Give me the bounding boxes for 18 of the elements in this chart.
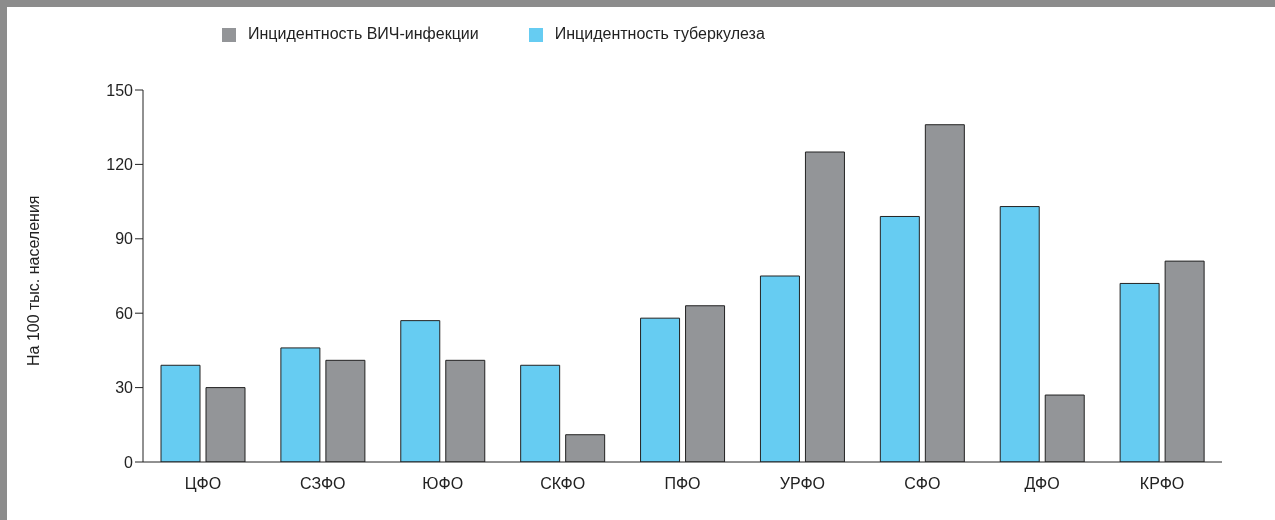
y-tick-label: 0 bbox=[124, 453, 134, 471]
y-axis-title: На 100 тыс. населения bbox=[24, 195, 42, 366]
x-tick-label: ЮФО bbox=[422, 475, 464, 493]
x-tick-label: ДФО bbox=[1024, 475, 1060, 493]
x-tick-label: СФО bbox=[904, 475, 941, 493]
legend-label: Инцидентность туберкулеза bbox=[554, 25, 765, 42]
x-tick-label: УРФО bbox=[779, 475, 826, 493]
x-tick-label: ПФО bbox=[664, 475, 701, 493]
x-tick-label: СКФО bbox=[540, 475, 586, 493]
x-tick-label: ЦФО bbox=[184, 475, 222, 493]
y-tick-label: 120 bbox=[106, 156, 134, 174]
y-tick-label: 90 bbox=[115, 230, 134, 248]
y-tick-label: 150 bbox=[106, 81, 134, 99]
legend-label: Инцидентность ВИЧ-инфекции bbox=[248, 25, 479, 42]
y-tick-label: 30 bbox=[115, 379, 134, 397]
x-tick-label: СЗФО bbox=[300, 475, 346, 493]
y-tick-label: 60 bbox=[115, 304, 134, 322]
x-tick-label: КРФО bbox=[1139, 475, 1185, 493]
